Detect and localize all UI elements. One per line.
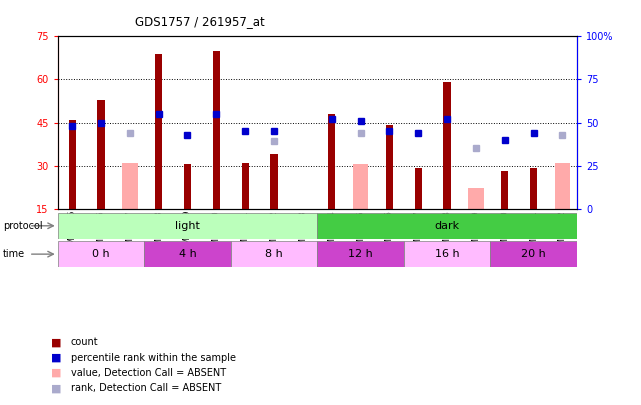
Text: ■: ■ <box>51 384 62 393</box>
Bar <box>444 82 451 209</box>
Bar <box>271 154 278 209</box>
Text: count: count <box>71 337 98 347</box>
Text: rank, Detection Call = ABSENT: rank, Detection Call = ABSENT <box>71 384 221 393</box>
Bar <box>58 213 317 239</box>
Text: value, Detection Call = ABSENT: value, Detection Call = ABSENT <box>71 368 226 378</box>
Text: light: light <box>175 221 200 231</box>
Text: GDS1757 / 261957_at: GDS1757 / 261957_at <box>135 15 264 28</box>
Text: protocol: protocol <box>3 221 43 231</box>
Bar <box>122 163 138 209</box>
Text: 8 h: 8 h <box>265 249 283 259</box>
Text: percentile rank within the sample: percentile rank within the sample <box>71 353 235 362</box>
Text: ■: ■ <box>51 353 62 362</box>
Text: ■: ■ <box>51 337 62 347</box>
Bar <box>317 241 404 267</box>
Text: 0 h: 0 h <box>92 249 110 259</box>
Bar <box>353 164 369 209</box>
Bar <box>155 54 162 209</box>
Text: time: time <box>3 249 26 259</box>
Bar <box>404 241 490 267</box>
Bar <box>58 241 144 267</box>
Bar <box>328 114 335 209</box>
Bar <box>231 241 317 267</box>
Bar <box>317 213 577 239</box>
Bar <box>415 168 422 209</box>
Bar <box>184 164 191 209</box>
Bar <box>386 126 393 209</box>
Bar <box>554 163 570 209</box>
Bar <box>490 241 577 267</box>
Text: 20 h: 20 h <box>521 249 546 259</box>
Text: 12 h: 12 h <box>348 249 373 259</box>
Text: dark: dark <box>435 221 460 231</box>
Bar <box>501 171 508 209</box>
Bar <box>530 168 537 209</box>
Text: 16 h: 16 h <box>435 249 460 259</box>
Bar <box>97 100 104 209</box>
Bar <box>69 119 76 209</box>
Text: ■: ■ <box>51 368 62 378</box>
Bar <box>242 163 249 209</box>
Bar <box>468 188 484 209</box>
Text: 4 h: 4 h <box>179 249 196 259</box>
Bar <box>213 51 220 209</box>
Bar <box>144 241 231 267</box>
